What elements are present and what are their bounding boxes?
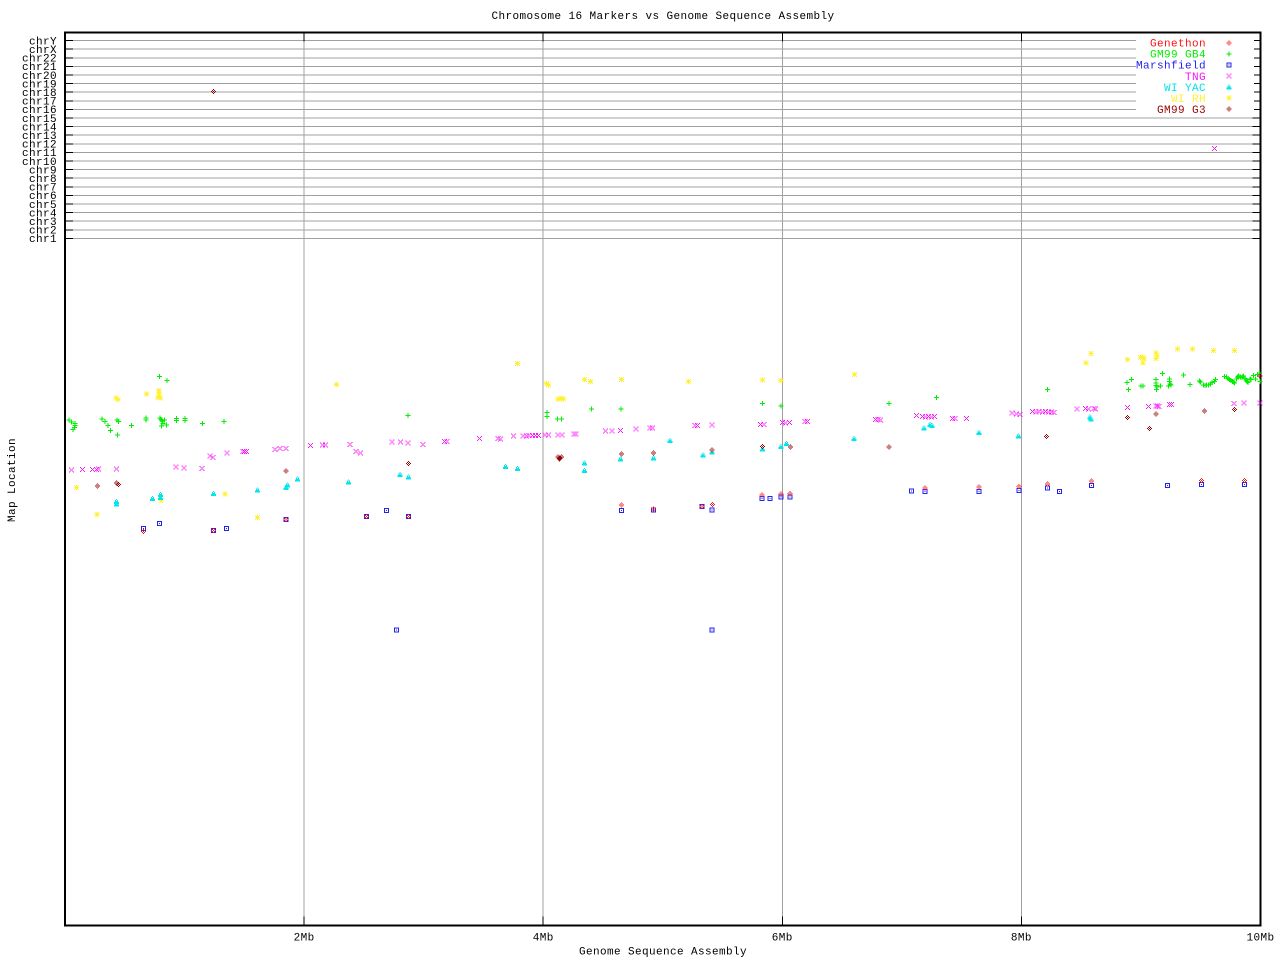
svg-text:Marshfield: Marshfield [1136,61,1206,73]
svg-text:WI RH: WI RH [1171,94,1206,106]
svg-text:chrX: chrX [29,45,57,57]
svg-text:chr11: chr11 [22,148,57,160]
svg-text:chr1: chr1 [29,234,57,246]
svg-text:10Mb: 10Mb [1246,933,1274,945]
svg-text:8Mb: 8Mb [1011,933,1032,945]
svg-text:chrY: chrY [29,36,57,48]
svg-text:chr3: chr3 [29,217,57,229]
svg-text:4Mb: 4Mb [533,933,554,945]
svg-text:chr4: chr4 [29,208,57,220]
svg-text:chr7: chr7 [29,183,57,195]
svg-text:chr17: chr17 [22,97,57,109]
svg-text:Map Location: Map Location [7,438,19,522]
svg-text:chr18: chr18 [22,88,57,100]
svg-text:chr19: chr19 [22,79,57,91]
svg-text:6Mb: 6Mb [772,933,793,945]
svg-text:WI YAC: WI YAC [1164,83,1206,95]
svg-text:GM99 G3: GM99 G3 [1157,105,1206,117]
svg-text:chr2: chr2 [29,226,57,238]
svg-text:chr21: chr21 [22,62,57,74]
svg-text:chr12: chr12 [22,140,57,152]
svg-text:chr5: chr5 [29,200,57,212]
svg-text:TNG: TNG [1185,72,1206,84]
svg-text:chr9: chr9 [29,165,57,177]
svg-text:chr14: chr14 [22,122,57,134]
svg-text:Chromosome 16 Markers vs Genom: Chromosome 16 Markers vs Genome Sequence… [491,11,834,23]
svg-text:chr22: chr22 [22,54,57,66]
svg-text:2Mb: 2Mb [294,933,315,945]
svg-text:chr16: chr16 [22,105,57,117]
svg-text:chr8: chr8 [29,174,57,186]
svg-text:Genethon: Genethon [1150,39,1206,51]
svg-text:GM99 GB4: GM99 GB4 [1150,50,1206,62]
svg-text:chr6: chr6 [29,191,57,203]
svg-text:chr20: chr20 [22,71,57,83]
svg-text:Genome Sequence Assembly: Genome Sequence Assembly [579,947,747,959]
svg-text:chr15: chr15 [22,114,57,126]
svg-text:chr13: chr13 [22,131,57,143]
svg-text:chr10: chr10 [22,157,57,169]
